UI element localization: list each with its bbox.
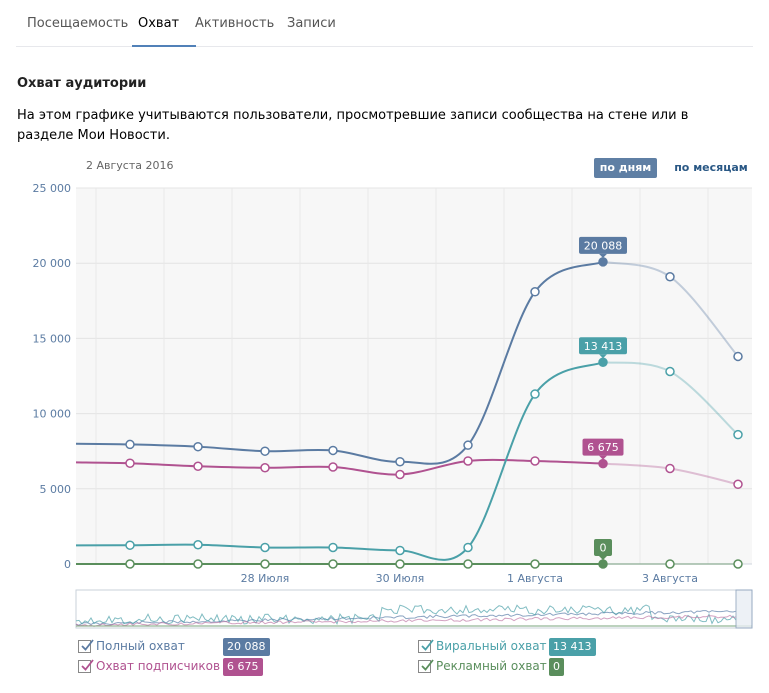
tab-posts[interactable]: Записи [287, 16, 336, 31]
checkbox-icon[interactable] [78, 639, 94, 653]
data-point [733, 479, 743, 490]
legend-label: Виральный охват [436, 639, 547, 653]
tab-activity[interactable]: Активность [195, 16, 275, 31]
checkbox-icon[interactable] [78, 659, 94, 673]
data-point [530, 389, 540, 399]
data-point [733, 429, 743, 440]
value-label-pointer [599, 354, 607, 359]
data-point [463, 542, 473, 553]
legend-item-ad-reach[interactable]: Рекламный охват 0 [418, 658, 618, 676]
data-point [125, 540, 135, 550]
data-point [328, 462, 338, 472]
value-label: 6 675 [587, 441, 619, 454]
x-tick-label: 3 Августа [642, 572, 698, 585]
tab-attendance[interactable]: Посещаемость [27, 16, 129, 31]
series-line [76, 260, 604, 465]
overview-line [75, 604, 737, 626]
y-tick-label: 10 000 [33, 408, 72, 421]
active-tab-indicator [132, 45, 196, 47]
data-point [260, 446, 270, 456]
data-point [260, 559, 270, 569]
checkbox-icon[interactable] [418, 659, 434, 673]
value-label-pointer [599, 455, 607, 460]
overview-line [75, 614, 737, 627]
legend-value-badge: 20 088 [223, 638, 270, 656]
data-point [260, 462, 270, 473]
value-label-bg [579, 236, 627, 254]
value-label-bg [579, 337, 627, 355]
chart-date: 2 Августа 2016 [86, 159, 174, 172]
value-label-bg [582, 438, 624, 456]
x-tick-label: 28 Июля [241, 572, 290, 585]
value-label: 20 088 [584, 239, 623, 252]
legend-value-badge: 6 675 [223, 658, 263, 676]
legend-label: Полный охват [96, 639, 185, 653]
legend-label: Охват подписчиков [96, 659, 221, 673]
data-point [395, 469, 405, 480]
x-tick-label: 30 Июля [376, 572, 425, 585]
overview-selection-handle [735, 589, 753, 629]
tabs-bar: Посещаемость Охват Активность Записи [16, 0, 753, 47]
data-point [665, 463, 675, 474]
data-point [395, 545, 405, 556]
data-point [598, 458, 608, 469]
data-point [260, 542, 270, 553]
data-point [395, 559, 405, 569]
data-point [125, 559, 135, 569]
checkbox-icon[interactable] [418, 639, 434, 653]
legend-value-badge: 0 [549, 658, 564, 676]
overview-line [75, 610, 737, 626]
legend-label: Рекламный охват [436, 659, 547, 673]
section-description: На этом графике учитываются пользователи… [17, 108, 689, 143]
legend-item-subscriber-reach[interactable]: Охват подписчиков 6 675 [78, 658, 278, 676]
y-tick-label: 20 000 [33, 257, 72, 270]
series-line [76, 361, 604, 561]
data-point [733, 559, 743, 569]
data-point [463, 440, 473, 450]
y-tick-label: 15 000 [33, 332, 72, 345]
y-tick-label: 0 [64, 558, 71, 571]
tab-reach[interactable]: Охват [138, 16, 180, 31]
data-point [665, 559, 675, 569]
value-label-pointer [599, 253, 607, 258]
data-point [395, 456, 405, 467]
data-point [463, 559, 473, 569]
data-point [598, 559, 608, 569]
data-point [193, 559, 203, 569]
data-point [598, 257, 608, 267]
legend-value-badge: 13 413 [549, 638, 596, 656]
data-point [530, 559, 540, 569]
value-label-bg [594, 539, 612, 556]
data-point [125, 458, 135, 468]
data-point [530, 456, 540, 466]
data-point [463, 456, 473, 466]
data-point [530, 287, 540, 297]
value-label: 13 413 [584, 340, 623, 353]
data-point [125, 439, 135, 450]
data-point [328, 559, 338, 569]
data-point [193, 539, 203, 550]
by-months-button[interactable]: по месяцам [674, 161, 748, 174]
section-title: Охват аудитории [17, 76, 147, 91]
data-point [733, 351, 743, 362]
value-label: 0 [600, 542, 607, 555]
x-tick-label: 1 Августа [507, 572, 563, 585]
y-tick-label: 5 000 [40, 483, 72, 496]
data-point [193, 461, 203, 471]
data-point [665, 366, 675, 377]
data-point [328, 542, 338, 553]
data-point [193, 441, 203, 452]
data-point [598, 357, 608, 368]
data-point [665, 271, 675, 282]
legend-item-viral-reach[interactable]: Виральный охват 13 413 [418, 638, 618, 656]
legend-item-total-reach[interactable]: Полный охват 20 088 [78, 638, 278, 656]
by-days-button[interactable]: по дням [594, 158, 657, 178]
plot-area [76, 188, 752, 564]
value-label-pointer [599, 556, 607, 560]
data-point [328, 445, 338, 456]
y-tick-label: 25 000 [33, 182, 72, 195]
